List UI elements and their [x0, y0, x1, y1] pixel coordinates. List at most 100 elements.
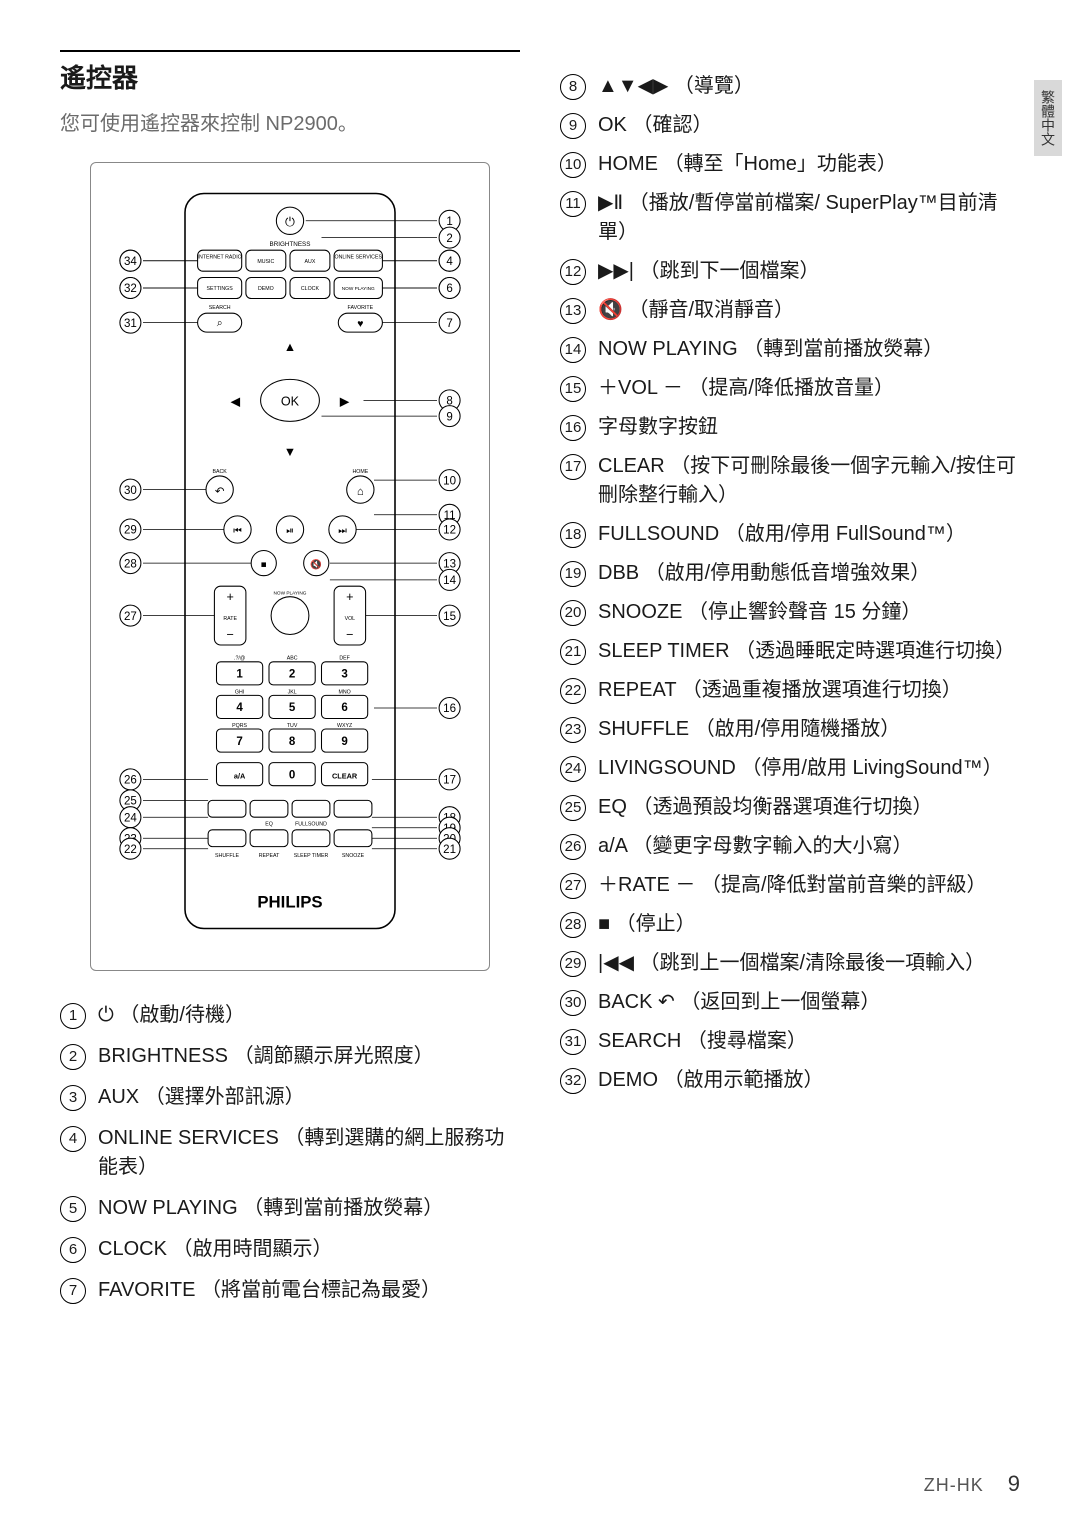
svg-text:⏻: ⏻ [285, 215, 295, 229]
item-number: 28 [560, 912, 586, 938]
item-label: ONLINE SERVICES [98, 1127, 279, 1149]
item-text: （跳到上一個檔案/清除最後一項輸入） [640, 952, 986, 974]
item-text: （透過預設均衡器選項進行切換） [632, 796, 932, 818]
list-item: 25EQ （透過預設均衡器選項進行切換） [560, 793, 1020, 822]
svg-text:CLOCK: CLOCK [301, 286, 320, 292]
item-text: （調節顯示屏光照度） [234, 1045, 434, 1067]
svg-text:CLEAR: CLEAR [332, 771, 358, 780]
item-symbol: 🔇 [598, 299, 623, 321]
item-description: ▶Ⅱ （播放/暫停當前檔案/ SuperPlay™目前清單） [598, 189, 1020, 247]
list-item: 18FULLSOUND （啟用/停用 FullSound™） [560, 520, 1020, 549]
item-label: ＋VOL － [598, 377, 683, 399]
svg-text:+: + [346, 590, 353, 604]
item-number: 29 [560, 951, 586, 977]
list-item: 13🔇 （靜音/取消靜音） [560, 296, 1020, 325]
svg-text:DEF: DEF [339, 656, 350, 662]
section-title: 遙控器 [60, 50, 520, 95]
svg-text:7: 7 [236, 736, 242, 748]
item-label: HOME [598, 153, 658, 175]
svg-text:16: 16 [443, 703, 456, 715]
list-item: 21 SLEEP TIMER （透過睡眠定時選項進行切換） [560, 637, 1020, 666]
item-number: 18 [560, 522, 586, 548]
item-number: 16 [560, 415, 586, 441]
item-number: 17 [560, 454, 586, 480]
item-number: 23 [560, 717, 586, 743]
svg-text:OK: OK [281, 395, 300, 409]
svg-text:⏯: ⏯ [286, 526, 294, 537]
svg-text:17: 17 [443, 775, 456, 787]
item-symbol: ⏻ [98, 1004, 114, 1026]
item-description: NOW PLAYING （轉到當前播放熒幕） [98, 1194, 520, 1223]
list-item: 19DBB （啟用/停用動態低音增強效果） [560, 559, 1020, 588]
list-item: 14NOW PLAYING （轉到當前播放熒幕） [560, 335, 1020, 364]
item-text: （變更字母數字輸入的大小寫） [632, 835, 912, 857]
item-number: 9 [560, 113, 586, 139]
item-text: （靜音/取消靜音） [628, 299, 794, 321]
item-number: 21 [560, 639, 586, 665]
list-item: 29|◀◀ （跳到上一個檔案/清除最後一項輸入） [560, 949, 1020, 978]
item-label: CLEAR [598, 455, 665, 477]
page-content: 遙控器 您可使用遙控器來控制 NP2900。 ⏻ BRIGHTNESS INTE… [0, 0, 1080, 1357]
item-text: （啟用/停用 FullSound™） [725, 523, 966, 545]
item-text: （搜尋檔案） [687, 1030, 807, 1052]
item-description: ＋RATE － （提高/降低對當前音樂的評級） [598, 871, 1020, 900]
item-number: 22 [560, 678, 586, 704]
svg-text:31: 31 [124, 318, 137, 330]
svg-text:FULLSOUND: FULLSOUND [295, 822, 327, 828]
item-number: 5 [60, 1196, 86, 1222]
svg-text:3: 3 [341, 669, 347, 681]
item-label: NOW PLAYING [598, 338, 738, 360]
item-description: ＋VOL － （提高/降低播放音量） [598, 374, 1020, 403]
item-text: （轉到當前播放熒幕） [743, 338, 943, 360]
svg-text:26: 26 [124, 775, 137, 787]
svg-text:−: − [226, 628, 233, 642]
svg-text:SHUFFLE: SHUFFLE [215, 853, 239, 859]
item-symbol: ▶▶| [598, 260, 634, 282]
svg-text:■: ■ [261, 559, 267, 570]
svg-text:NOW PLAYING: NOW PLAYING [342, 286, 375, 292]
item-text: （啟用/停用隨機播放） [695, 718, 901, 740]
item-label: BRIGHTNESS [98, 1045, 228, 1067]
item-description: BRIGHTNESS （調節顯示屏光照度） [98, 1042, 520, 1071]
item-number: 26 [560, 834, 586, 860]
item-description: LIVINGSOUND （停用/啟用 LivingSound™） [598, 754, 1020, 783]
list-item: 31SEARCH （搜尋檔案） [560, 1027, 1020, 1056]
item-label: SEARCH [598, 1030, 681, 1052]
item-description: DEMO （啟用示範播放） [598, 1066, 1020, 1095]
item-text: （轉至「Home」功能表） [664, 153, 897, 175]
item-text: （透過睡眠定時選項進行切換） [735, 640, 1015, 662]
svg-text:◀: ◀ [231, 395, 241, 409]
item-number: 1 [60, 1003, 86, 1029]
item-text: （返回到上一個螢幕） [680, 991, 880, 1013]
svg-text:INTERNET RADIO: INTERNET RADIO [198, 255, 242, 261]
svg-text:34: 34 [124, 256, 137, 268]
intro-text: 您可使用遙控器來控制 NP2900。 [60, 107, 520, 136]
list-item: 1⏻ （啟動/待機） [60, 1001, 520, 1030]
item-description: FAVORITE （將當前電台標記為最愛） [98, 1276, 520, 1305]
item-description: ▲▼◀▶ （導覽） [598, 72, 1020, 101]
list-item: 2BRIGHTNESS （調節顯示屏光照度） [60, 1042, 520, 1071]
svg-text:21: 21 [443, 844, 456, 856]
svg-text:NOW PLAYING: NOW PLAYING [274, 591, 307, 597]
svg-text:14: 14 [443, 575, 456, 587]
item-description: ONLINE SERVICES （轉到選購的網上服務功能表） [98, 1124, 520, 1182]
item-description: CLEAR （按下可刪除最後一個字元輸入/按住可刪除整行輸入） [598, 452, 1020, 510]
svg-text:PQRS: PQRS [232, 723, 247, 729]
svg-text:PHILIPS: PHILIPS [257, 893, 322, 912]
item-number: 20 [560, 600, 586, 626]
list-item: 27＋RATE － （提高/降低對當前音樂的評級） [560, 871, 1020, 900]
item-number: 10 [560, 152, 586, 178]
svg-text:HOME: HOME [352, 469, 368, 475]
svg-text:10: 10 [443, 475, 456, 487]
svg-text:4: 4 [236, 702, 243, 714]
svg-text:25: 25 [124, 796, 137, 808]
svg-text:SNOOZE: SNOOZE [342, 853, 365, 859]
item-label: SNOOZE [598, 601, 682, 623]
item-label: SLEEP TIMER [598, 640, 730, 662]
list-item: 11▶Ⅱ （播放/暫停當前檔案/ SuperPlay™目前清單） [560, 189, 1020, 247]
list-item: 17 CLEAR （按下可刪除最後一個字元輸入/按住可刪除整行輸入） [560, 452, 1020, 510]
item-text: （停用/啟用 LivingSound™） [741, 757, 1002, 779]
item-label: DBB [598, 562, 639, 584]
item-number: 4 [60, 1126, 86, 1152]
item-label: FAVORITE [98, 1279, 195, 1301]
